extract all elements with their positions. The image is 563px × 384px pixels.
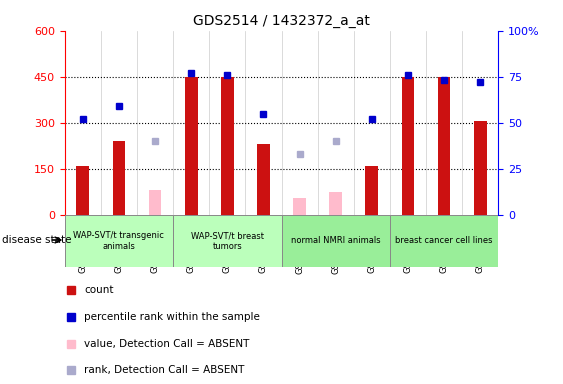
Bar (293, 198, 306, 215)
Bar (282, 215, 390, 267)
Bar (149, 190, 162, 215)
Text: WAP-SVT/t transgenic
animals: WAP-SVT/t transgenic animals (74, 231, 164, 251)
Bar (173, 215, 282, 267)
Text: disease state: disease state (2, 235, 71, 245)
Text: count: count (84, 285, 114, 295)
Title: GDS2514 / 1432372_a_at: GDS2514 / 1432372_a_at (193, 14, 370, 28)
Bar (65, 215, 173, 267)
Bar (113, 141, 125, 215)
Bar (77, 166, 89, 215)
Bar (438, 77, 450, 215)
Bar (329, 192, 342, 215)
Text: WAP-SVT/t breast
tumors: WAP-SVT/t breast tumors (191, 231, 264, 251)
Text: breast cancer cell lines: breast cancer cell lines (395, 237, 493, 245)
Bar (390, 215, 498, 267)
Text: rank, Detection Call = ABSENT: rank, Detection Call = ABSENT (84, 365, 245, 375)
Text: normal NMRI animals: normal NMRI animals (291, 237, 381, 245)
Bar (185, 77, 198, 215)
Bar (221, 77, 234, 215)
Bar (401, 77, 414, 215)
Bar (257, 144, 270, 215)
Text: value, Detection Call = ABSENT: value, Detection Call = ABSENT (84, 339, 249, 349)
Bar (365, 166, 378, 215)
Bar (474, 121, 486, 215)
Text: percentile rank within the sample: percentile rank within the sample (84, 312, 260, 322)
